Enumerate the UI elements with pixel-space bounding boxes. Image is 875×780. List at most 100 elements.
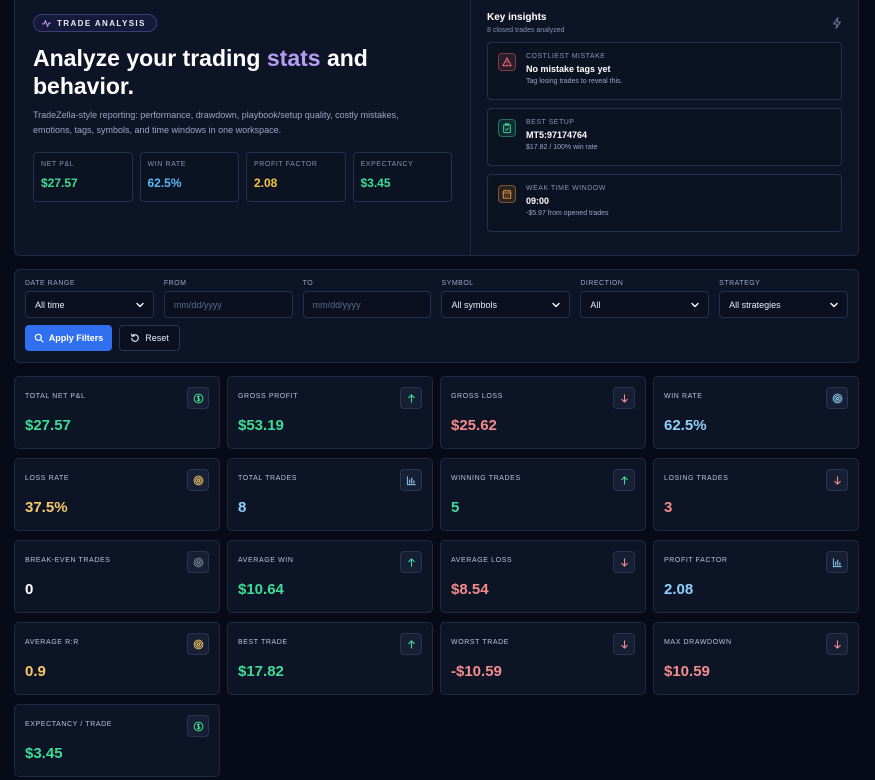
symbol-filter: SYMBOL All symbols [441, 280, 571, 318]
metric-icon-box [400, 469, 422, 491]
metric-card: WINNING TRADES 5 [440, 458, 646, 531]
from-date-filter: FROM mm/dd/yyyy [163, 280, 293, 318]
title-text-end: and behavior. [33, 44, 368, 99]
alert-triangle-icon [502, 57, 512, 67]
symbol-select[interactable]: All symbols [441, 291, 571, 318]
metric-label: EXPECTANCY / TRADE [25, 721, 113, 728]
metric-label: TOTAL NET P&L [25, 393, 86, 400]
metric-label: AVERAGE R:R [25, 639, 79, 646]
metric-label: WIN RATE [664, 393, 703, 400]
target-icon [193, 639, 203, 649]
metric-label: GROSS LOSS [451, 393, 503, 400]
metric-icon-box [613, 387, 635, 409]
arrow-up-icon [407, 557, 415, 567]
metric-value: $3.45 [25, 745, 63, 762]
summary-stat: PROFIT FACTOR 2.08 [246, 151, 346, 202]
insight-best-setup: BEST SETUP MT5:97174764 $17.82 / 100% wi… [487, 108, 842, 166]
metric-value: 8 [238, 499, 247, 516]
arrow-down-icon [620, 639, 628, 649]
insight-costliest-mistake: COSTLIEST MISTAKE No mistake tags yet Ta… [487, 42, 842, 100]
target-icon [193, 475, 203, 485]
date-range-select[interactable]: All time [25, 291, 154, 318]
insight-main: 09:00 [526, 196, 550, 206]
metric-icon-box [826, 551, 848, 573]
title-text-start: Analyze your trading [33, 44, 267, 71]
insight-icon-box [498, 119, 516, 137]
arrow-up-icon [407, 393, 415, 403]
to-date-input[interactable]: mm/dd/yyyy [302, 291, 432, 318]
metric-icon-box [400, 387, 422, 409]
metric-card: WIN RATE 62.5% [653, 376, 859, 449]
page-title: Analyze your trading stats and behavior. [33, 44, 453, 100]
chevron-down-icon [552, 302, 561, 307]
summary-stat-value: 2.08 [254, 175, 278, 190]
metric-value: $8.54 [451, 581, 489, 598]
key-insights-panel: Key insights 8 closed trades analyzed CO… [471, 0, 858, 255]
insight-icon-box [498, 185, 516, 203]
metric-icon-box [613, 469, 635, 491]
metric-value: -$10.59 [451, 663, 502, 680]
filters-panel: DATE RANGE All time FROM mm/dd/yyyy TO m… [14, 269, 859, 363]
metric-card: BEST TRADE $17.82 [227, 622, 433, 695]
metric-value: 5 [451, 499, 460, 516]
strategy-filter: STRATEGY All strategies [719, 280, 848, 318]
hero-panel: TRADE ANALYSIS Analyze your trading stat… [14, 0, 859, 256]
chevron-down-icon [830, 302, 838, 307]
arrow-down-icon [833, 639, 841, 649]
insight-main: MT5:97174764 [526, 130, 588, 140]
strategy-select[interactable]: All strategies [719, 291, 848, 318]
metric-label: PROFIT FACTOR [664, 557, 728, 564]
direction-select[interactable]: All [580, 291, 710, 318]
apply-filters-label: Apply Filters [48, 333, 104, 343]
to-date-label: TO [302, 280, 314, 287]
chevron-down-icon [136, 302, 144, 307]
metric-card: TOTAL TRADES 8 [227, 458, 433, 531]
metric-value: 3 [664, 499, 673, 516]
to-date-placeholder: mm/dd/yyyy [312, 299, 361, 310]
hero-intro: TRADE ANALYSIS Analyze your trading stat… [15, 0, 471, 255]
search-icon [34, 333, 44, 343]
metric-card: MAX DRAWDOWN $10.59 [653, 622, 859, 695]
insight-sub: Tag losing trades to reveal this. [526, 78, 623, 85]
metric-value: $17.82 [238, 663, 284, 680]
metric-label: BREAK-EVEN TRADES [25, 557, 111, 564]
metric-icon-box [826, 633, 848, 655]
chevron-down-icon [691, 302, 699, 307]
metric-card: LOSS RATE 37.5% [14, 458, 220, 531]
summary-stat-label: EXPECTANCY [360, 160, 414, 168]
summary-stats: NET P&L $27.57 WIN RATE 62.5% PROFIT FACTO… [33, 151, 452, 202]
metric-icon-box [400, 551, 422, 573]
from-date-input[interactable]: mm/dd/yyyy [163, 291, 293, 318]
title-text-accent: stats [266, 44, 321, 71]
summary-stat: EXPECTANCY $3.45 [352, 151, 452, 202]
direction-filter: DIRECTION All [580, 280, 710, 318]
date-range-value: All time [35, 299, 65, 310]
reset-icon [131, 333, 140, 342]
metric-icon-box [826, 469, 848, 491]
summary-stat-value: 62.5% [147, 175, 182, 190]
metric-icon-box [826, 387, 848, 409]
reset-button[interactable]: Reset [119, 325, 180, 351]
summary-stat-label: WIN RATE [147, 160, 187, 168]
metric-value: 2.08 [664, 581, 694, 598]
page-description: TradeZella-style reporting: performance,… [33, 109, 399, 135]
date-range-filter: DATE RANGE All time [25, 280, 154, 318]
metric-icon-box [187, 633, 209, 655]
metric-card: BREAK-EVEN TRADES 0 [14, 540, 220, 613]
direction-value: All [590, 299, 601, 310]
metric-label: MAX DRAWDOWN [664, 639, 732, 646]
metric-value: $53.19 [238, 417, 284, 434]
reset-label: Reset [145, 333, 169, 343]
activity-icon [42, 19, 51, 27]
arrow-down-icon [620, 557, 628, 567]
metric-icon-box [187, 469, 209, 491]
metric-label: BEST TRADE [238, 639, 288, 646]
insight-sub: -$5.97 from opened trades [526, 210, 609, 217]
metric-card: GROSS PROFIT $53.19 [227, 376, 433, 449]
badge-label: TRADE ANALYSIS [57, 18, 146, 28]
metric-icon-box [613, 551, 635, 573]
direction-label: DIRECTION [580, 280, 624, 287]
metric-value: $10.64 [238, 581, 284, 598]
apply-filters-button[interactable]: Apply Filters [25, 325, 112, 351]
metric-label: AVERAGE WIN [238, 557, 294, 564]
